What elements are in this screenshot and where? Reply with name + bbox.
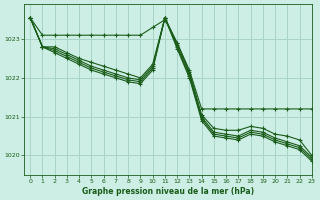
X-axis label: Graphe pression niveau de la mer (hPa): Graphe pression niveau de la mer (hPa)	[82, 187, 254, 196]
